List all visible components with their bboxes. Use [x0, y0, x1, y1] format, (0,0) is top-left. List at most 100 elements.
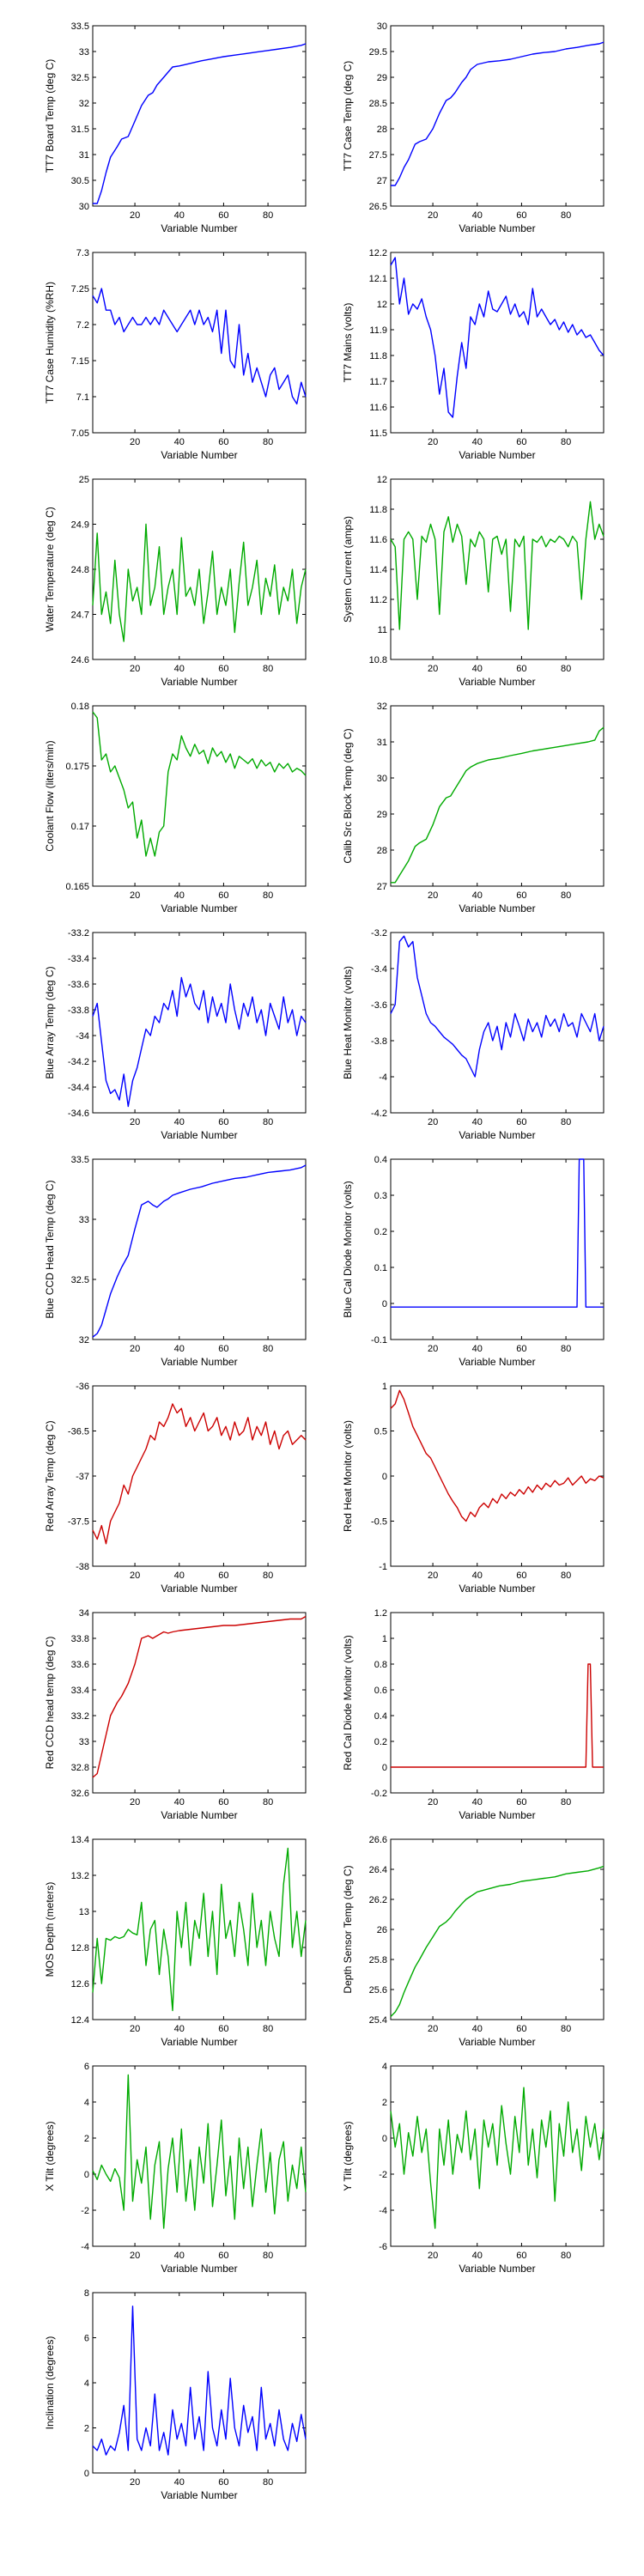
x-tick-label: 60	[516, 210, 526, 221]
x-tick-label: 60	[516, 664, 526, 674]
y-tick-label: 25.8	[369, 1955, 387, 1965]
y-axis-label: Blue Heat Monitor (volts)	[342, 966, 354, 1079]
y-tick-label: 0.8	[374, 1660, 387, 1670]
y-tick-label: 31.5	[71, 125, 89, 135]
x-tick-label: 20	[130, 210, 140, 221]
series-line	[92, 523, 307, 642]
y-tick-label: 0.1	[374, 1263, 387, 1273]
x-tick-label: 40	[174, 437, 185, 447]
x-tick-label: 40	[472, 1797, 483, 1807]
x-axis-label: Variable Number	[459, 1129, 535, 1141]
chart-7: 20 40 60 80 0.165 0.17 0.175 0.18 Variable Numbe…	[44, 702, 307, 914]
y-axis-label: X Tilt (degrees)	[44, 2121, 56, 2190]
plot-frame	[92, 1612, 307, 1794]
y-tick-label: 27	[377, 176, 387, 186]
x-tick-label: 20	[130, 2251, 140, 2261]
x-tick-label: 20	[130, 1797, 140, 1807]
x-axis-label: Variable Number	[459, 2036, 535, 2048]
y-axis-label: Blue Array Temp (deg C)	[44, 966, 56, 1078]
y-tick-label: 13	[79, 1907, 89, 1917]
x-tick-label: 60	[516, 437, 526, 447]
y-tick-label: 33	[79, 1215, 89, 1225]
y-tick-label: 12.2	[369, 248, 387, 258]
chart-14: 20 40 60 80 -1 -0.5 0 0.5 1 Variable Number Red He…	[342, 1382, 605, 1595]
y-tick-label: 4	[84, 2098, 89, 2108]
x-axis-label: Variable Number	[459, 222, 535, 234]
y-tick-label: -2	[81, 2206, 89, 2216]
y-tick-label: 11.5	[369, 428, 387, 439]
series-line	[391, 1663, 604, 1768]
x-tick-label: 20	[428, 2251, 438, 2261]
y-axis-label: Red Cal Diode Monitor (volts)	[342, 1635, 354, 1770]
y-tick-label: 11.4	[369, 565, 387, 575]
x-tick-label: 40	[472, 210, 483, 221]
x-tick-label: 60	[516, 1344, 526, 1354]
y-tick-label: 29.5	[369, 47, 387, 58]
x-tick-label: 40	[174, 664, 185, 674]
y-tick-label: 12.1	[369, 274, 387, 284]
chart-19: 20 40 60 80 -4 -2 0 2 4 6 Variable Number X Tilt (d…	[44, 2062, 307, 2275]
series-line	[92, 1403, 307, 1545]
x-tick-label: 40	[472, 890, 483, 901]
x-tick-label: 60	[218, 1117, 228, 1127]
series-line	[390, 1389, 605, 1522]
y-tick-label: 27.5	[369, 150, 387, 161]
x-tick-label: 80	[263, 1344, 273, 1354]
x-axis-label: Variable Number	[459, 676, 535, 688]
plot-frame	[92, 2292, 307, 2474]
series-line	[92, 976, 307, 1108]
x-tick-label: 40	[472, 2024, 483, 2034]
x-tick-label: 60	[218, 664, 228, 674]
y-tick-label: 0.5	[374, 1427, 387, 1437]
x-tick-label: 40	[472, 664, 483, 674]
series-line	[391, 1158, 604, 1308]
plot-frame	[390, 478, 605, 660]
x-tick-label: 80	[561, 664, 571, 674]
plot-frame	[390, 252, 605, 434]
x-tick-label: 40	[174, 2024, 185, 2034]
y-axis-label: Red CCD head temp (deg C)	[44, 1637, 56, 1770]
x-tick-label: 60	[516, 1797, 526, 1807]
y-tick-label: -34.6	[68, 1109, 89, 1119]
series-line	[92, 2306, 307, 2456]
y-tick-label: 12	[377, 475, 387, 485]
y-tick-label: 32.5	[71, 1275, 89, 1285]
y-tick-label: 33.5	[71, 1155, 89, 1165]
x-tick-label: 80	[263, 1571, 273, 1581]
y-tick-label: -0.5	[371, 1517, 387, 1528]
y-tick-label: 13.4	[71, 1835, 89, 1845]
y-tick-label: 26.6	[369, 1835, 387, 1845]
plot-frame	[390, 932, 605, 1114]
x-axis-label: Variable Number	[161, 1356, 237, 1368]
y-tick-label: 6	[84, 2062, 89, 2072]
y-tick-label: 11.2	[369, 595, 387, 605]
x-tick-label: 60	[218, 1797, 228, 1807]
plot-frame	[390, 1612, 605, 1794]
y-tick-label: 0.175	[65, 762, 89, 772]
y-tick-label: 32.6	[71, 1789, 89, 1799]
y-tick-label: 7.25	[71, 284, 89, 295]
x-tick-label: 80	[561, 2251, 571, 2261]
x-tick-label: 60	[516, 1571, 526, 1581]
x-tick-label: 60	[218, 1344, 228, 1354]
x-tick-label: 20	[130, 1117, 140, 1127]
x-axis-label: Variable Number	[161, 222, 237, 234]
y-axis-label: Red Heat Monitor (volts)	[342, 1420, 354, 1532]
y-tick-label: -4	[81, 2242, 89, 2252]
chart-15: 20 40 60 80 32.6 32.8 33 33.2 33.4 33.6 33.8 34 Vari…	[44, 1608, 307, 1821]
x-tick-label: 80	[263, 1797, 273, 1807]
y-tick-label: 31	[79, 150, 89, 161]
y-axis-label: Red Array Temp (deg C)	[44, 1420, 56, 1531]
y-tick-label: -33.8	[68, 1005, 89, 1016]
y-tick-label: 28.5	[369, 99, 387, 109]
y-tick-label: -38	[76, 1562, 89, 1572]
chart-13: 20 40 60 80 -38 -37.5 -37 -36.5 -36 Variable Numb…	[44, 1382, 307, 1595]
chart-21: 20 40 60 80 0 2 4 6 8 Variable Number Inclination …	[44, 2288, 307, 2501]
x-tick-label: 40	[472, 2251, 483, 2261]
y-tick-label: 24.6	[71, 655, 89, 665]
y-tick-label: 11.8	[369, 351, 387, 361]
x-tick-label: 40	[472, 437, 483, 447]
y-tick-label: -0.1	[371, 1335, 387, 1346]
y-tick-label: 12.6	[71, 1979, 89, 1990]
plot-frame	[92, 2065, 307, 2247]
